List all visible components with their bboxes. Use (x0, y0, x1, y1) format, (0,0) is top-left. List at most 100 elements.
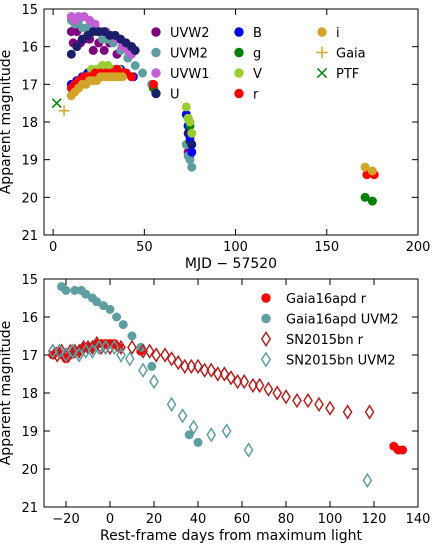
data-point-sn2015bn-r (212, 366, 223, 382)
data-point-sn2015bn-uvm2 (166, 396, 177, 413)
data-point-sn2015bn-r (52, 347, 63, 363)
data-point-sn2015bn-r (254, 377, 265, 394)
x-tick-label: 200 (406, 240, 431, 255)
series-sn2015bn-r (47, 335, 375, 420)
legend-label-ptf: PTF (336, 67, 359, 82)
data-point-i (360, 162, 370, 172)
legend-marker-gaia (316, 46, 328, 59)
data-point-gaia16apd-uvm2 (112, 312, 122, 322)
legend-marker-r (234, 88, 244, 99)
data-point-sn2015bn-r (342, 404, 353, 420)
series-i (66, 72, 377, 176)
x-tick-label: 40 (190, 512, 207, 527)
legend-label-uvw2: UVW2 (170, 26, 210, 41)
data-point-sn2015bn-uvm2 (138, 362, 148, 378)
series-gaia16apd-uvm2 (57, 282, 203, 447)
data-point-sn2015bn-r (199, 362, 210, 378)
data-point-sn2015bn-uvm2 (54, 343, 65, 359)
data-point-gaia16apd-uvm2 (147, 361, 157, 371)
y-tick-label: 18 (21, 387, 38, 402)
legend-marker-uvw1 (151, 68, 161, 78)
legend-marker-gaia16apd-r (261, 293, 271, 303)
data-point-sn2015bn-r (239, 373, 250, 390)
legend-marker-uvm2 (151, 47, 161, 58)
data-point-sn2015bn-uvm2 (47, 343, 58, 359)
data-point-u (130, 45, 140, 55)
series-ptf (51, 98, 62, 109)
legend-label-sn2015bn-uvm2: SN2015bn UVM2 (286, 354, 396, 369)
y-axis-label: Apparent magnitude (0, 321, 14, 466)
data-point-sn2015bn-uvm2 (177, 408, 188, 424)
data-point-sn2015bn-uvm2 (94, 339, 104, 356)
data-point-sn2015bn-uvm2 (221, 423, 232, 439)
data-point-sn2015bn-uvm2 (80, 343, 91, 359)
data-point-sn2015bn-r (232, 373, 243, 390)
data-points (51, 12, 379, 206)
data-point-sn2015bn-r (160, 347, 170, 363)
legend-label-gaia16apd-r: Gaia16apd r (286, 292, 367, 307)
legend-label-uvw1: UVW1 (170, 67, 210, 82)
legend-marker-i (317, 27, 327, 37)
data-point-sn2015bn-uvm2 (109, 339, 120, 356)
top-light-curve-panel: 0 50 100 150 200 15 16 17 18 19 20 21 MJD − 57520 App… (0, 3, 430, 272)
legend-label-sn2015bn-r: SN2015bn r (286, 333, 364, 348)
data-point-r (148, 79, 158, 89)
x-tick-label: 50 (136, 240, 153, 255)
y-tick-label: 19 (21, 154, 38, 169)
data-point-i (117, 72, 127, 82)
legend-marker-u (151, 88, 161, 99)
y-tick-label: 20 (21, 463, 38, 478)
data-point-sn2015bn-r (69, 343, 80, 359)
data-point-sn2015bn-r (179, 358, 190, 375)
data-point-sn2015bn-r (116, 339, 126, 356)
x-tick-label: 150 (314, 240, 339, 255)
x-tick-label: 80 (278, 512, 295, 527)
x-tick-label: 140 (406, 512, 431, 527)
data-point-sn2015bn-uvm2 (87, 343, 98, 359)
legend-marker-sn2015bn-r (260, 330, 272, 348)
data-point-sn2015bn-r (219, 366, 230, 382)
data-point-sn2015bn-r (281, 389, 291, 405)
data-point-sn2015bn-uvm2 (149, 373, 159, 390)
y-tick-label: 18 (21, 116, 38, 131)
data-point-uvw1 (90, 19, 100, 29)
x-tick-label: −20 (52, 512, 79, 527)
data-point-u (187, 140, 197, 150)
data-point-sn2015bn-uvm2 (124, 351, 135, 367)
data-point-sn2015bn-uvm2 (116, 347, 126, 363)
data-point-b (187, 147, 197, 157)
data-point-g (360, 192, 370, 202)
legend-marker-v (234, 68, 244, 78)
data-point-sn2015bn-r (364, 404, 375, 420)
data-point-gaia16apd-uvm2 (61, 285, 71, 295)
data-point-sn2015bn-uvm2 (188, 419, 199, 435)
data-point-sn2015bn-r (303, 392, 313, 409)
data-point-uvm2 (130, 60, 140, 70)
data-point-u (72, 42, 82, 52)
series-gaia (58, 105, 70, 117)
legend-marker-ptf (316, 67, 328, 79)
data-point-uvm2 (187, 162, 197, 172)
data-point-v (187, 128, 197, 138)
y-tick-label: 15 (21, 273, 38, 288)
data-point-u (66, 49, 76, 59)
data-point-sn2015bn-r (186, 358, 197, 375)
legend-marker-g (234, 47, 244, 58)
x-tick-label: 0 (106, 512, 114, 527)
series-r (66, 64, 379, 180)
y-tick-label: 15 (21, 3, 38, 18)
x-tick-label: 120 (362, 512, 387, 527)
data-point-sn2015bn-r (151, 347, 162, 363)
y-tick-label: 21 (21, 229, 38, 244)
data-point-sn2015bn-r (127, 339, 137, 356)
data-point-v (181, 102, 191, 112)
data-point-r (127, 72, 137, 82)
data-point-sn2015bn-r (96, 339, 107, 356)
data-point-uvm2 (185, 155, 195, 165)
data-point-sn2015bn-uvm2 (61, 347, 71, 363)
legend-label-v: V (253, 67, 262, 82)
y-tick-label: 16 (21, 311, 38, 326)
data-point-gaia16apd-uvm2 (105, 304, 115, 314)
